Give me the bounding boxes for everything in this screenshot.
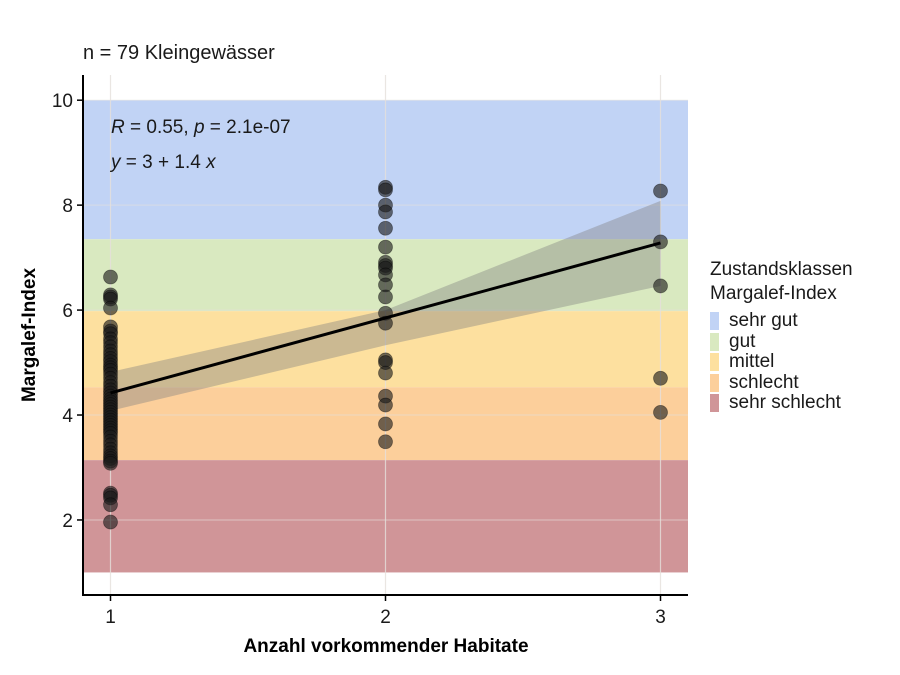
legend-color-swatch [710, 332, 719, 351]
legend-items: sehr gut gut mittel schlecht sehr schlecht [710, 310, 853, 414]
data-point [103, 300, 118, 316]
y-tick-label: 2 [62, 511, 73, 532]
legend-item: schlecht [710, 371, 853, 394]
data-point [378, 397, 393, 413]
legend-title-line1: Zustandsklassen [710, 259, 853, 280]
data-point [103, 455, 118, 471]
y-tick-label: 6 [62, 301, 73, 322]
legend-item: gut [710, 330, 853, 353]
legend-item: mittel [710, 351, 853, 373]
legend-color-swatch [710, 353, 719, 372]
regression-line-path [110, 241, 661, 395]
legend-color-swatch [710, 394, 719, 413]
legend-label: mittel [729, 351, 775, 373]
data-point [653, 404, 668, 420]
confidence-interval-band [110, 200, 661, 411]
data-point [378, 204, 393, 220]
y-tick-label: 4 [62, 406, 73, 427]
data-points [103, 179, 668, 530]
data-point [378, 355, 393, 370]
x-tick-label: 3 [655, 607, 666, 628]
data-point [103, 497, 118, 513]
data-point [378, 220, 393, 236]
legend-label: schlecht [729, 371, 799, 393]
data-point [378, 416, 393, 432]
legend: Zustandsklassen Margalef-Index sehr gut g… [710, 258, 853, 414]
x-tick-label: 2 [380, 607, 391, 628]
y-tick-label: 8 [62, 196, 73, 217]
legend-label: sehr gut [729, 310, 798, 332]
y-tick-label: 10 [52, 91, 73, 112]
x-tick-label: 1 [105, 607, 116, 628]
regression-line [110, 241, 661, 395]
data-point [378, 182, 393, 198]
legend-item: sehr schlecht [710, 392, 853, 414]
y-axis-label: Margalef-Index [19, 268, 40, 403]
legend-label: sehr schlecht [729, 392, 841, 414]
data-point [103, 514, 118, 530]
data-point [653, 370, 668, 386]
data-point [653, 278, 668, 294]
sample-size-subtitle: n = 79 Kleingewässer [83, 42, 275, 64]
data-point [378, 289, 393, 305]
data-point [103, 269, 118, 285]
legend-color-swatch [710, 373, 719, 392]
data-point [378, 239, 393, 255]
data-point [378, 434, 393, 450]
data-point [653, 234, 668, 250]
stats-annotation: R = 0.55, p = 2.1e-07 [111, 117, 291, 138]
x-axis-label: Anzahl vorkommender Habitate [243, 636, 528, 657]
equation-annotation: y = 3 + 1.4 x [109, 152, 217, 173]
legend-title-line2: Margalef-Index [710, 283, 837, 304]
data-point [653, 183, 668, 199]
legend-color-swatch [710, 312, 719, 331]
legend-label: gut [729, 330, 756, 352]
legend-item: sehr gut [710, 310, 853, 332]
confidence-band [110, 200, 661, 411]
